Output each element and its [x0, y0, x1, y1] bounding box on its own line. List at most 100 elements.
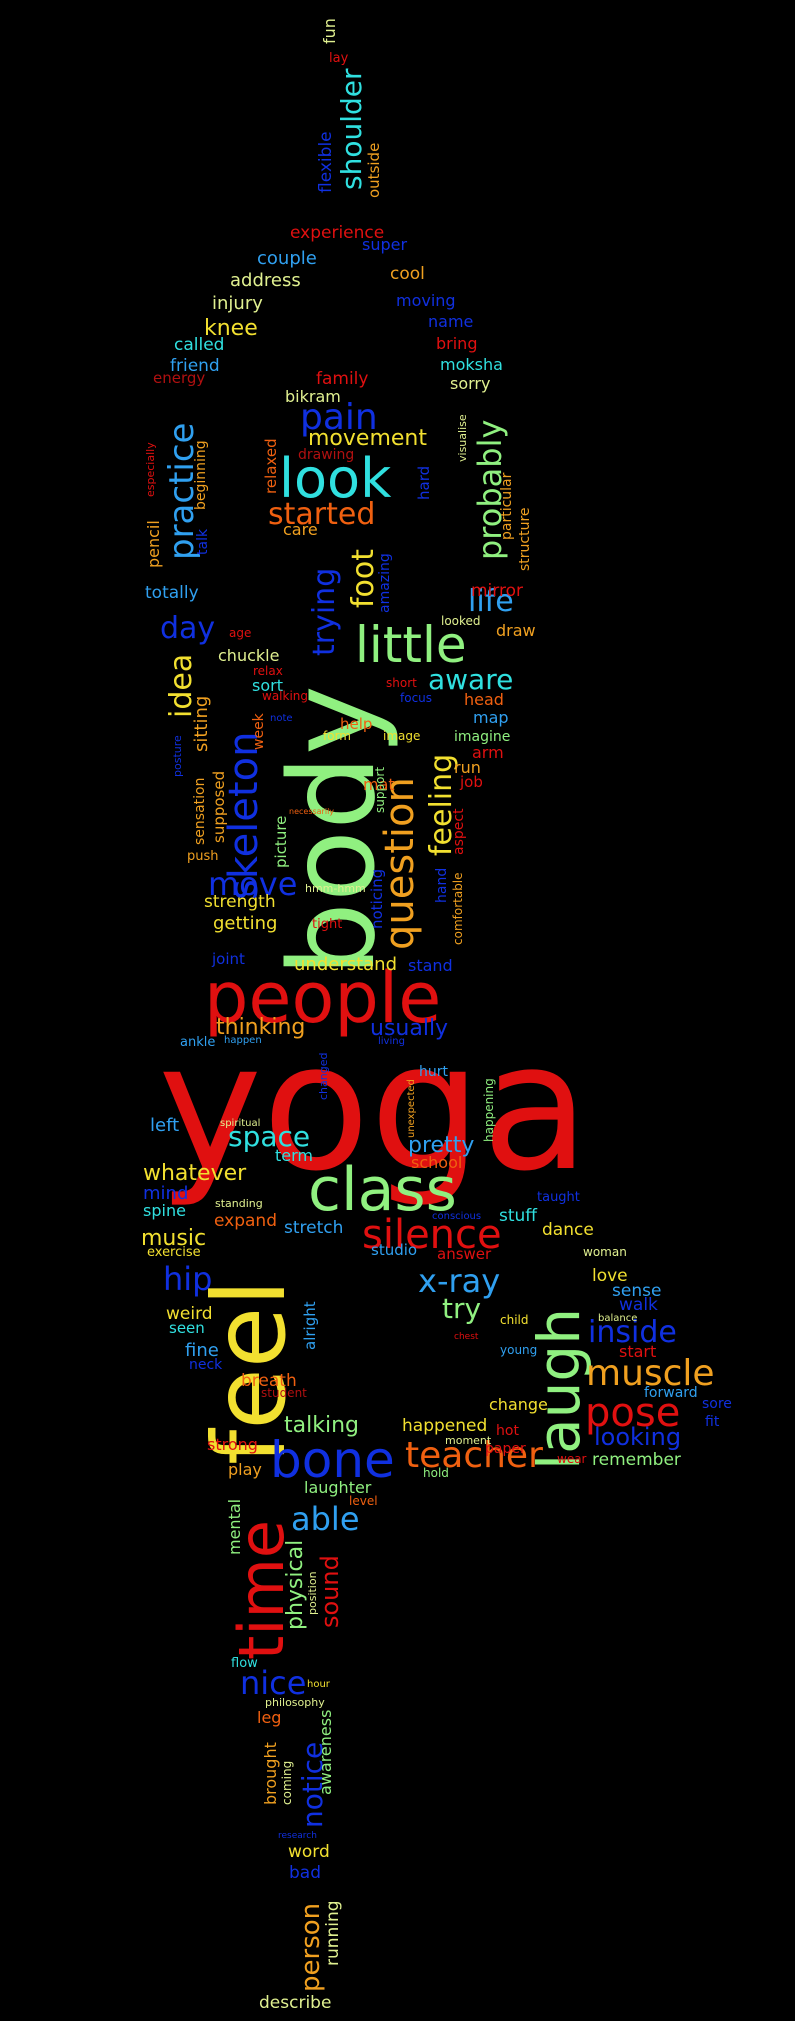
word: family — [316, 369, 369, 389]
word: usually — [370, 1016, 449, 1041]
word: age — [229, 626, 252, 640]
word: focus — [400, 691, 433, 705]
word: supposed — [210, 770, 228, 843]
word: moment — [445, 1434, 492, 1447]
word: note — [270, 713, 293, 724]
word: outside — [365, 142, 383, 198]
word: getting — [213, 913, 278, 934]
word: word — [288, 1842, 330, 1862]
word: woman — [583, 1245, 627, 1259]
word: dance — [542, 1220, 594, 1240]
word: pencil — [144, 520, 163, 568]
word: aspect — [451, 808, 467, 855]
word: joint — [212, 950, 245, 968]
word: conscious — [432, 1211, 482, 1222]
word: walking — [262, 689, 309, 703]
word: support — [373, 766, 387, 813]
word: hurt — [419, 1064, 448, 1080]
word: school — [411, 1153, 463, 1172]
word: hour — [307, 1679, 330, 1690]
word: unexpected — [406, 1079, 417, 1138]
word: thinking — [216, 1015, 306, 1040]
word: taught — [537, 1190, 580, 1205]
word: silence — [362, 1212, 502, 1258]
word: name — [428, 312, 474, 331]
word: understand — [294, 954, 398, 975]
word: couple — [257, 248, 317, 269]
word: tight — [312, 917, 343, 932]
word: energy — [153, 369, 206, 387]
word: sitting — [191, 695, 212, 752]
word: start — [619, 1342, 657, 1361]
word: bikram — [285, 387, 341, 406]
word: strong — [207, 1435, 258, 1454]
word: sorry — [450, 374, 491, 393]
word: change — [489, 1395, 548, 1414]
word: care — [283, 520, 318, 539]
word: neck — [189, 1357, 223, 1373]
word: strength — [204, 892, 276, 912]
word: changed — [317, 1052, 330, 1100]
word: super — [362, 235, 408, 254]
word: brought — [261, 1742, 280, 1805]
word: look — [279, 447, 392, 510]
word: hold — [423, 1466, 449, 1480]
word: philosophy — [265, 1696, 325, 1709]
word: awareness — [316, 1709, 335, 1795]
word: job — [460, 773, 483, 791]
word: called — [174, 335, 225, 355]
word: try — [442, 1292, 482, 1325]
word: looked — [441, 614, 481, 628]
word: sore — [702, 1396, 732, 1412]
word: beginning — [193, 440, 209, 510]
word: chest — [454, 1332, 479, 1342]
word: necessarily — [289, 807, 335, 816]
word: especially — [144, 442, 157, 497]
word: forward — [644, 1385, 698, 1401]
word: move — [208, 865, 298, 903]
word: physical — [283, 1539, 308, 1630]
word: injury — [212, 293, 263, 314]
word: structure — [517, 507, 533, 571]
word: hip — [163, 1260, 213, 1298]
word: talk — [195, 528, 211, 555]
word: remember — [592, 1450, 681, 1470]
word: picture — [272, 815, 290, 868]
word: hard — [415, 465, 433, 500]
word: draw — [496, 621, 536, 640]
word: whatever — [143, 1161, 247, 1186]
word: x-ray — [418, 1262, 501, 1300]
word: push — [187, 849, 219, 864]
word: fine — [185, 1340, 219, 1361]
word: trying — [307, 567, 342, 656]
word: happening — [482, 1078, 496, 1142]
word: level — [349, 1494, 378, 1508]
word: breath — [241, 1371, 297, 1391]
word: image — [383, 729, 421, 743]
word: noticing — [368, 868, 386, 929]
word: alright — [301, 1301, 319, 1350]
word: arm — [472, 743, 504, 762]
word: stand — [408, 956, 453, 975]
word: run — [454, 758, 481, 777]
word: bone — [270, 1431, 395, 1489]
word: person — [296, 1902, 326, 1992]
word: relaxed — [262, 438, 280, 494]
word: pain — [300, 397, 378, 438]
word: help — [340, 715, 373, 733]
word: pretty — [408, 1133, 475, 1158]
word: aware — [428, 663, 514, 696]
word: happened — [402, 1416, 488, 1436]
word: research — [278, 1831, 317, 1841]
word: moving — [396, 291, 456, 310]
word: position — [306, 1571, 319, 1615]
word: left — [150, 1115, 180, 1136]
word: exercise — [147, 1245, 201, 1260]
word: bring — [436, 334, 478, 353]
word: imagine — [454, 729, 511, 745]
word: bad — [289, 1863, 321, 1883]
word: term — [275, 1146, 313, 1165]
word: form — [323, 729, 351, 743]
word: sensation — [192, 777, 208, 845]
